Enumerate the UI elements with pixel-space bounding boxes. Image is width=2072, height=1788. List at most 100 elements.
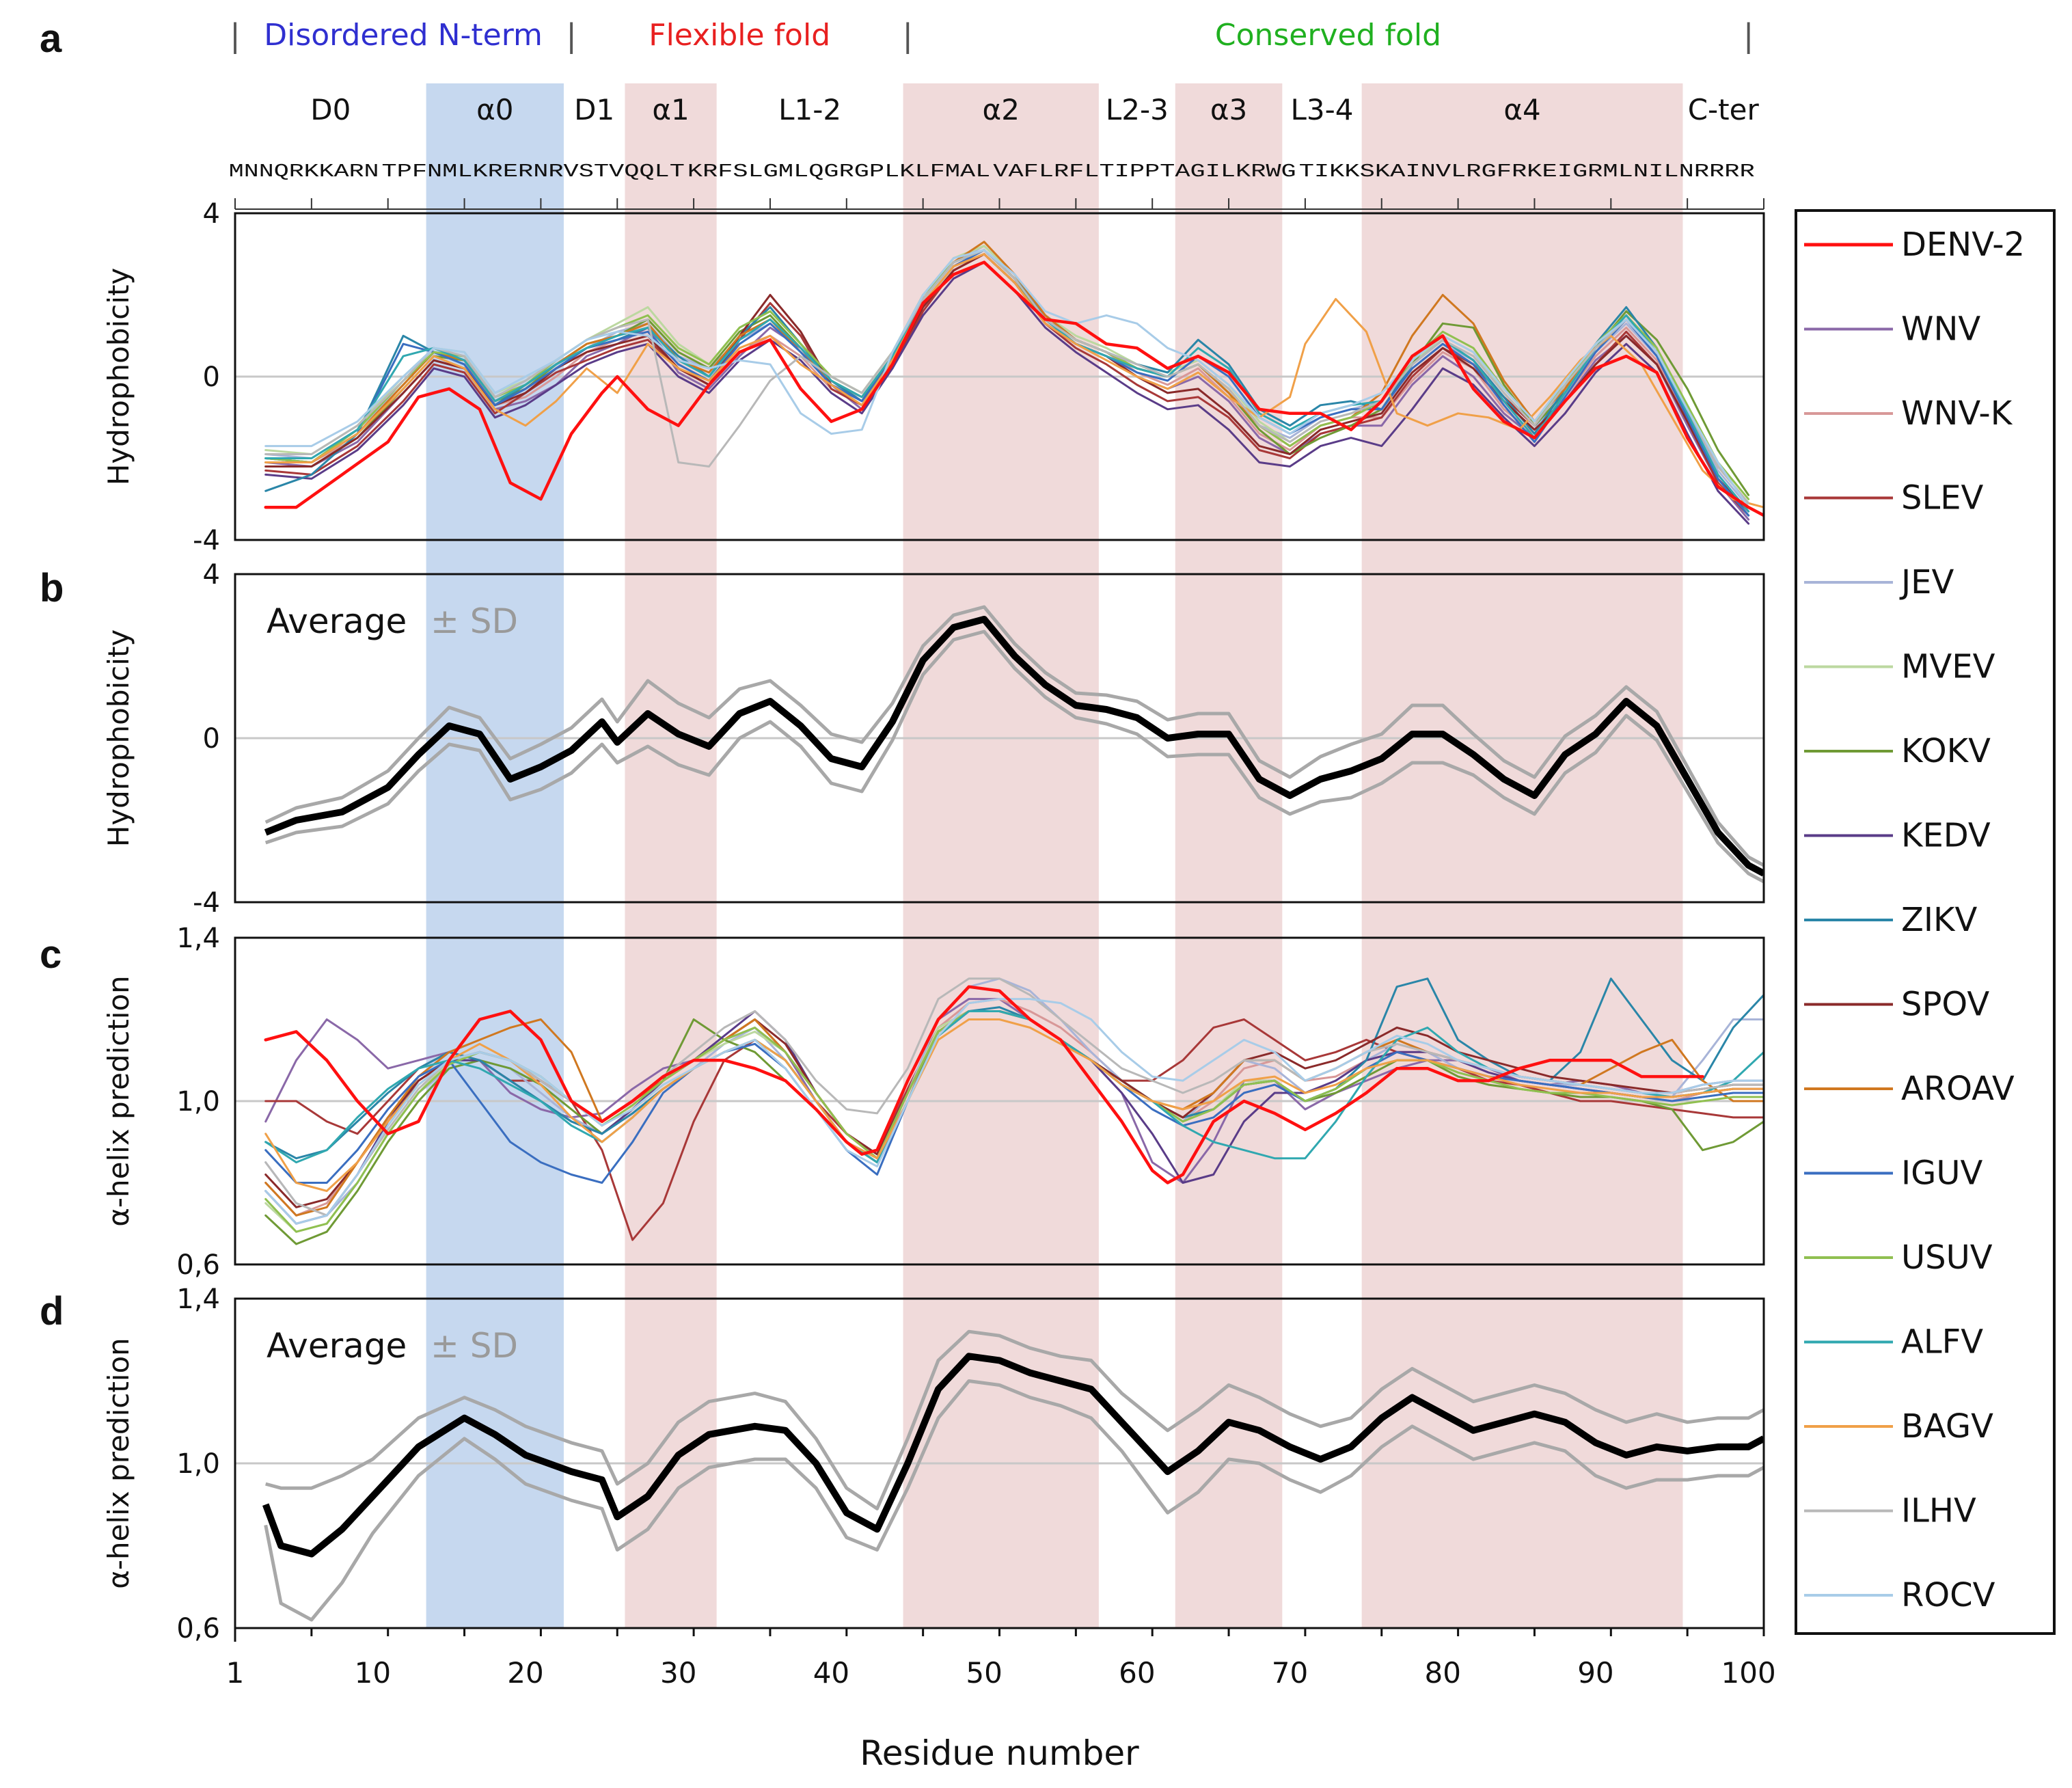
legend-label-ilhv: ILHV [1901, 1492, 1976, 1530]
region-label-4: L1-2 [778, 93, 841, 126]
series-group-a [264, 241, 1764, 525]
domain-label-conserved: Conserved fold [1215, 18, 1441, 53]
panel-letter-d: d [40, 1289, 64, 1333]
region-label-7: α3 [1210, 93, 1247, 126]
legend-label-wnv-k: WNV-K [1901, 394, 2013, 433]
x-tick-label-100: 100 [1721, 1656, 1776, 1690]
average-annotation-b: Average [267, 601, 407, 641]
panel-b: 4 0 -4 Hydrophobicity Average ± SD [102, 559, 1765, 919]
panel-frame-b [234, 573, 1765, 904]
legend-label-aroav: AROAV [1901, 1070, 2015, 1108]
region-label-5: α2 [983, 93, 1020, 126]
panel-letter-b: b [40, 566, 64, 610]
y-tick-label-a-2: -4 [193, 525, 220, 556]
y-tick-label-c-1: 1,0 [176, 1086, 220, 1118]
legend-label-bagv: BAGV [1901, 1407, 1993, 1446]
x-axis-label: Residue number [860, 1733, 1139, 1773]
legend-box [1795, 209, 2056, 1635]
legend-label-iguv: IGUV [1901, 1154, 1982, 1193]
region-shade-3 [625, 83, 717, 1628]
series-line-rocv-a [264, 249, 1750, 509]
panel-letter-a: a [40, 16, 62, 61]
legend-label-spov: SPOV [1901, 986, 1989, 1024]
chart-panels: 4 0 -4 Hydrophobicity 4 0 -4 Hydrophobicity Aver… [102, 198, 1765, 1644]
legend-label-usuv: USUV [1901, 1238, 1993, 1277]
domain-header: D0 α0 D1 α1 L1-2 α2 L2-3 α3 L3-4 α4 C-ter | | | | Disor… [40, 16, 1764, 1333]
sd-annotation-b: ± SD [431, 601, 518, 641]
region-label-3: α1 [652, 93, 689, 126]
average-annotation-d: Average [267, 1326, 407, 1366]
legend-label-alfv: ALFV [1901, 1323, 1983, 1362]
panel-d: 1,4 1,0 0,6 α-helix prediction Average ± SD [102, 1284, 1765, 1644]
y-tick-label-c-0: 1,4 [176, 923, 220, 954]
region-label-8: L3-4 [1291, 93, 1354, 126]
series-line-denv-2-c [264, 985, 1704, 1184]
sd-upper-line-d [265, 1329, 1764, 1511]
sequence-chunk-0: MNNQRKKARN [229, 162, 379, 182]
y-axis-label-a: Hydrophobicity [102, 268, 135, 486]
region-label-0: D0 [310, 93, 351, 126]
sd-lower-line-d [264, 1379, 1764, 1622]
y-tick-label-c-2: 0,6 [176, 1249, 220, 1281]
legend-label-kokv: KOKV [1901, 732, 1991, 770]
domain-label-flexible: Flexible fold [649, 18, 830, 53]
sequence-chunk-4: TIKKSKAINVLRGFRKEIGRMLNILNRRRR [1299, 162, 1755, 182]
legend-label-slev: SLEV [1901, 479, 1984, 517]
region-label-2: D1 [574, 93, 614, 126]
legend-label-rocv: ROCV [1901, 1576, 1995, 1614]
series-group-d [262, 1329, 1764, 1622]
region-shade-7 [1175, 83, 1283, 1628]
legend-label-zikv: ZIKV [1901, 901, 1978, 939]
y-tick-label-d-1: 1,0 [176, 1448, 220, 1480]
y-axis-label-c: α-helix prediction [102, 975, 135, 1227]
x-tick-label-60: 60 [1119, 1656, 1155, 1690]
sequence-chunk-1: TPFNMLKRERNRVSTVQQLT [382, 162, 685, 182]
legend-label-mvev: MVEV [1901, 648, 1995, 686]
sd-lower-line-b [264, 629, 1764, 884]
series-line-denv-2-a [264, 260, 1764, 517]
series-line-rocv-c [264, 998, 1764, 1225]
x-tick-label-80: 80 [1425, 1656, 1461, 1690]
panel-a: 4 0 -4 Hydrophobicity [102, 198, 1765, 556]
panel-frame-a [234, 212, 1765, 541]
domain-separator-0: | [230, 17, 241, 55]
region-label-6: L2-3 [1106, 93, 1169, 126]
y-tick-label-b-0: 4 [203, 559, 220, 591]
legend: DENV-2 WNV WNV-K SLEV JEV MVEV KOKV KEDV ZIKV SPO… [1795, 209, 2056, 1635]
y-axis-label-b: Hydrophobicity [102, 629, 135, 848]
y-axis-label-d: α-helix prediction [102, 1338, 135, 1589]
region-label-9: α4 [1503, 93, 1540, 126]
domain-separator-3: | [1743, 17, 1754, 55]
series-line-kedv-a [264, 261, 1750, 525]
legend-label-kedv: KEDV [1901, 817, 1991, 855]
x-tick-label-90: 90 [1577, 1656, 1613, 1690]
average-line-d [262, 1353, 1764, 1558]
series-line-zikv-c [264, 977, 1764, 1160]
x-tick-label-70: 70 [1272, 1656, 1308, 1690]
y-tick-label-d-2: 0,6 [176, 1613, 220, 1644]
sequence-chunk-2: KRFSLGMLQGRGPLKLFMAL [687, 162, 990, 182]
legend-label-jev: JEV [1899, 563, 1954, 601]
domain-separator-2: | [903, 17, 914, 55]
y-tick-label-d-0: 1,4 [176, 1284, 220, 1315]
panel-letter-c: c [40, 932, 62, 977]
series-group-b [264, 605, 1764, 884]
sd-upper-line-b [264, 605, 1764, 867]
domain-label-disordered: Disordered N-term [264, 18, 543, 53]
x-tick-label-20: 20 [507, 1656, 543, 1690]
region-shade-1 [426, 83, 564, 1628]
legend-label-denv-2: DENV-2 [1901, 226, 2025, 264]
region-label-10: C-ter [1688, 93, 1760, 126]
y-tick-label-a-1: 0 [203, 362, 220, 393]
panel-frame-c [234, 936, 1765, 1266]
y-tick-label-a-0: 4 [203, 198, 220, 230]
y-tick-label-b-2: -4 [193, 887, 220, 919]
x-tick-label-1: 1 [226, 1656, 245, 1690]
series-group-c [264, 977, 1764, 1245]
average-line-b [264, 616, 1764, 877]
sd-annotation-d: ± SD [431, 1326, 518, 1366]
x-tick-label-10: 10 [355, 1656, 391, 1690]
sequence-chunk-3: VAFLRFLTIPPTAGILKRWG [993, 162, 1296, 182]
domain-separator-1: | [566, 17, 577, 55]
